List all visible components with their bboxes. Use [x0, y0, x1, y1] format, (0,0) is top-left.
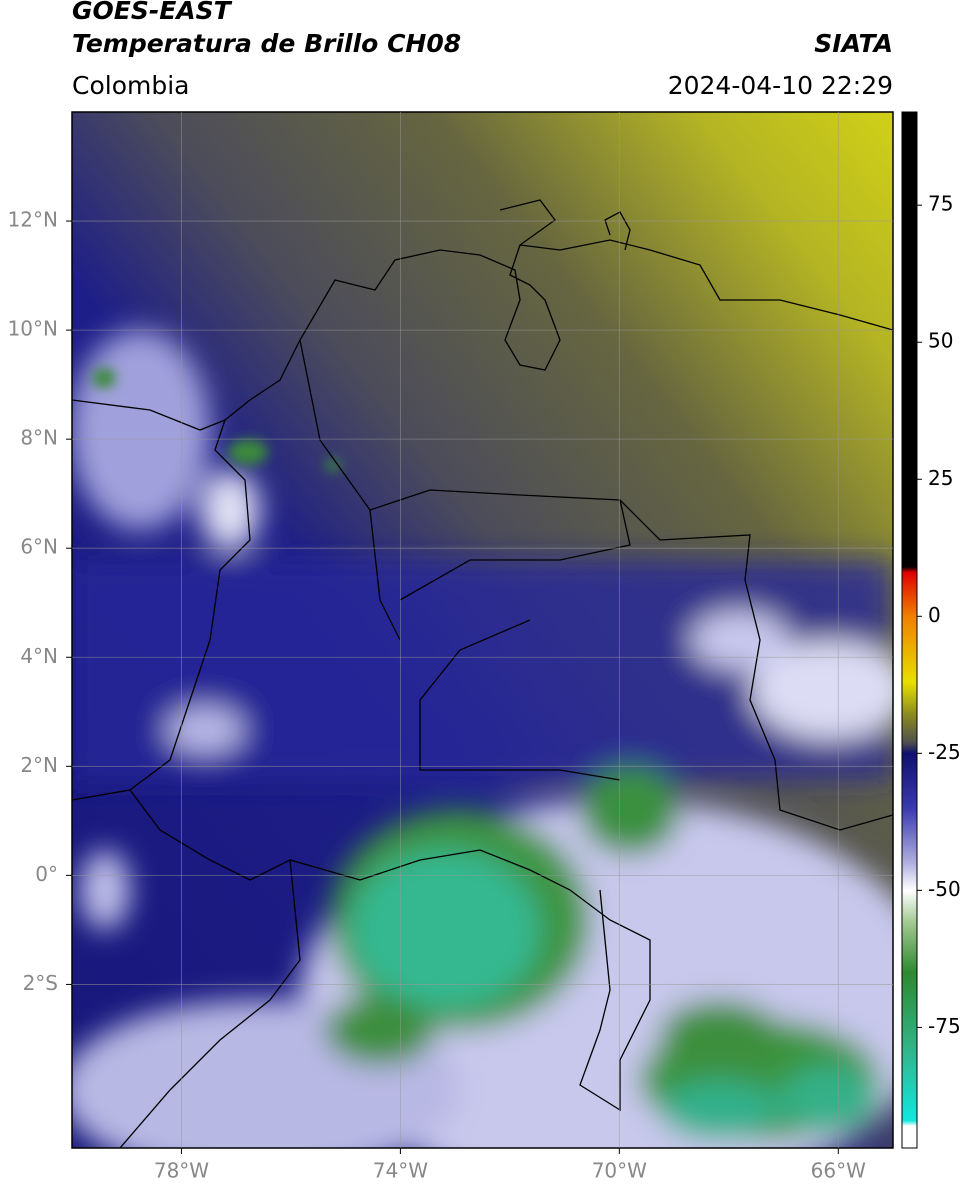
colorbar-tick-label: 50 [928, 329, 953, 353]
colorbar-tick-label: -25 [928, 740, 961, 764]
colorbar-tick-label: -75 [928, 1014, 961, 1038]
colorbar-tick-label: -50 [928, 877, 961, 901]
lon-tick-label: 78°W [154, 1159, 209, 1183]
colorbar-tick-label: 0 [928, 603, 941, 627]
lat-tick-label: 8°N [20, 426, 58, 450]
lat-tick-label: 2°N [20, 753, 58, 777]
lat-tick-label: 2°S [23, 971, 58, 995]
lat-tick-label: 6°N [20, 535, 58, 559]
subtitle: Temperatura de Brillo CH08 [72, 29, 461, 58]
datetime: 2024-04-10 22:29 [668, 71, 893, 100]
lon-tick-label: 74°W [373, 1159, 428, 1183]
colorbar-tick-label: 75 [928, 192, 953, 216]
lat-tick-label: 0° [35, 862, 58, 886]
colorbar [901, 111, 918, 1149]
region: Colombia [72, 71, 189, 100]
lon-tick-label: 66°W [811, 1159, 866, 1183]
satellite-image [72, 112, 893, 1148]
lat-tick-label: 4°N [20, 644, 58, 668]
lon-tick-label: 70°W [592, 1159, 647, 1183]
lat-tick-label: 12°N [8, 208, 58, 232]
title: GOES-EAST [72, 0, 233, 25]
colorbar-tick-label: 25 [928, 466, 953, 490]
lat-tick-label: 10°N [8, 317, 58, 341]
source: SIATA [814, 29, 893, 58]
map-frame [71, 111, 894, 1149]
